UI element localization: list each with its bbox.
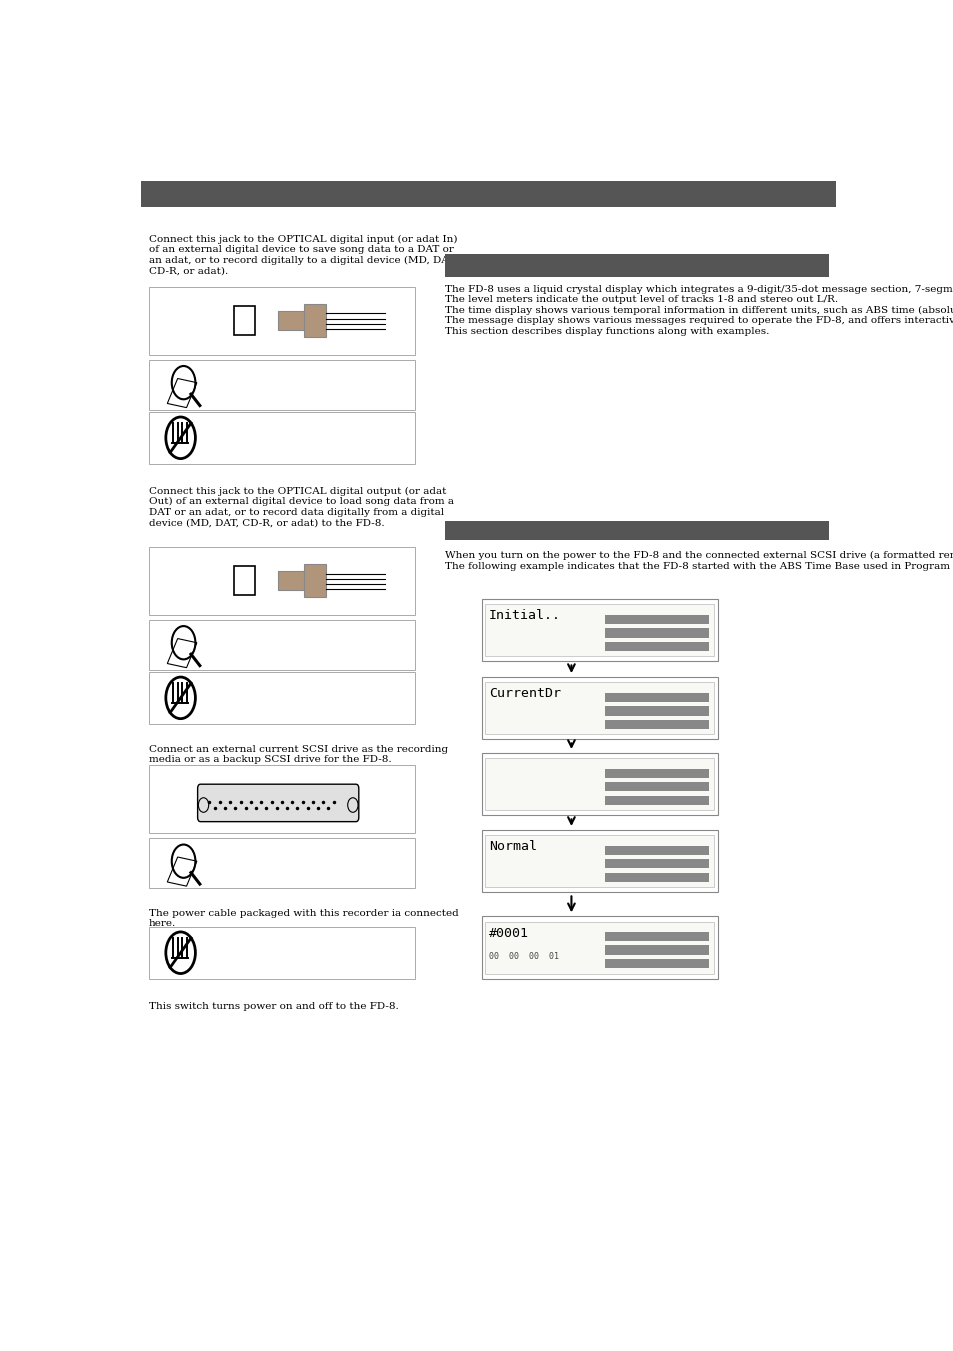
Bar xyxy=(149,671,415,724)
Bar xyxy=(485,835,714,888)
Bar xyxy=(149,286,415,354)
Circle shape xyxy=(166,677,195,719)
Circle shape xyxy=(347,797,357,812)
Bar xyxy=(233,566,254,596)
Bar xyxy=(149,359,415,409)
Bar xyxy=(604,707,708,716)
Bar xyxy=(604,782,708,792)
Text: The power cable packaged with this recorder ia connected
here.: The power cable packaged with this recor… xyxy=(149,909,458,928)
Bar xyxy=(604,846,708,855)
Bar xyxy=(485,682,714,734)
Bar xyxy=(233,307,254,335)
Text: The FD-8 uses a liquid crystal display which integrates a 9-digit/35-dot message: The FD-8 uses a liquid crystal display w… xyxy=(444,285,953,335)
Circle shape xyxy=(166,417,195,458)
Text: Initial..: Initial.. xyxy=(488,609,560,623)
Bar xyxy=(604,932,708,942)
Bar xyxy=(444,521,828,540)
Bar xyxy=(149,838,415,888)
Circle shape xyxy=(198,797,209,812)
Bar xyxy=(604,693,708,703)
Bar xyxy=(444,254,828,277)
Bar xyxy=(604,959,708,969)
Text: Connect an external current SCSI drive as the recording
media or as a backup SCS: Connect an external current SCSI drive a… xyxy=(149,744,448,765)
Text: This switch turns power on and off to the FD-8.: This switch turns power on and off to th… xyxy=(149,1001,398,1011)
Bar xyxy=(604,720,708,730)
Bar xyxy=(278,571,306,590)
Bar xyxy=(481,916,718,978)
Bar xyxy=(141,181,836,207)
Bar xyxy=(481,830,718,893)
Bar xyxy=(604,642,708,651)
Text: CurrentDr: CurrentDr xyxy=(488,688,560,700)
Bar xyxy=(149,547,415,615)
Bar xyxy=(485,758,714,811)
Text: Normal: Normal xyxy=(488,840,537,854)
Bar xyxy=(485,921,714,974)
Polygon shape xyxy=(167,857,196,886)
Bar xyxy=(304,565,326,597)
Text: #0001: #0001 xyxy=(488,927,528,940)
Bar xyxy=(485,604,714,657)
Bar xyxy=(149,766,415,834)
Text: Connect this jack to the OPTICAL digital input (or adat In)
of an external digit: Connect this jack to the OPTICAL digital… xyxy=(149,235,456,276)
Bar xyxy=(604,769,708,778)
Bar xyxy=(149,620,415,670)
Bar xyxy=(149,927,415,978)
Bar xyxy=(304,304,326,338)
Bar xyxy=(604,859,708,869)
Polygon shape xyxy=(167,378,196,408)
Bar xyxy=(481,677,718,739)
Bar xyxy=(278,311,306,330)
Bar xyxy=(481,753,718,816)
Bar xyxy=(604,873,708,882)
Bar xyxy=(604,946,708,955)
Polygon shape xyxy=(167,639,196,667)
Bar xyxy=(604,615,708,624)
Bar xyxy=(481,598,718,662)
Bar xyxy=(604,796,708,805)
Text: When you turn on the power to the FD-8 and the connected external SCSI drive (a : When you turn on the power to the FD-8 a… xyxy=(444,551,953,570)
FancyBboxPatch shape xyxy=(197,784,358,821)
Circle shape xyxy=(166,932,195,974)
Bar xyxy=(149,412,415,463)
Text: 00  00  00  01: 00 00 00 01 xyxy=(488,951,558,961)
Bar xyxy=(604,628,708,638)
Text: Connect this jack to the OPTICAL digital output (or adat
Out) of an external dig: Connect this jack to the OPTICAL digital… xyxy=(149,486,454,527)
